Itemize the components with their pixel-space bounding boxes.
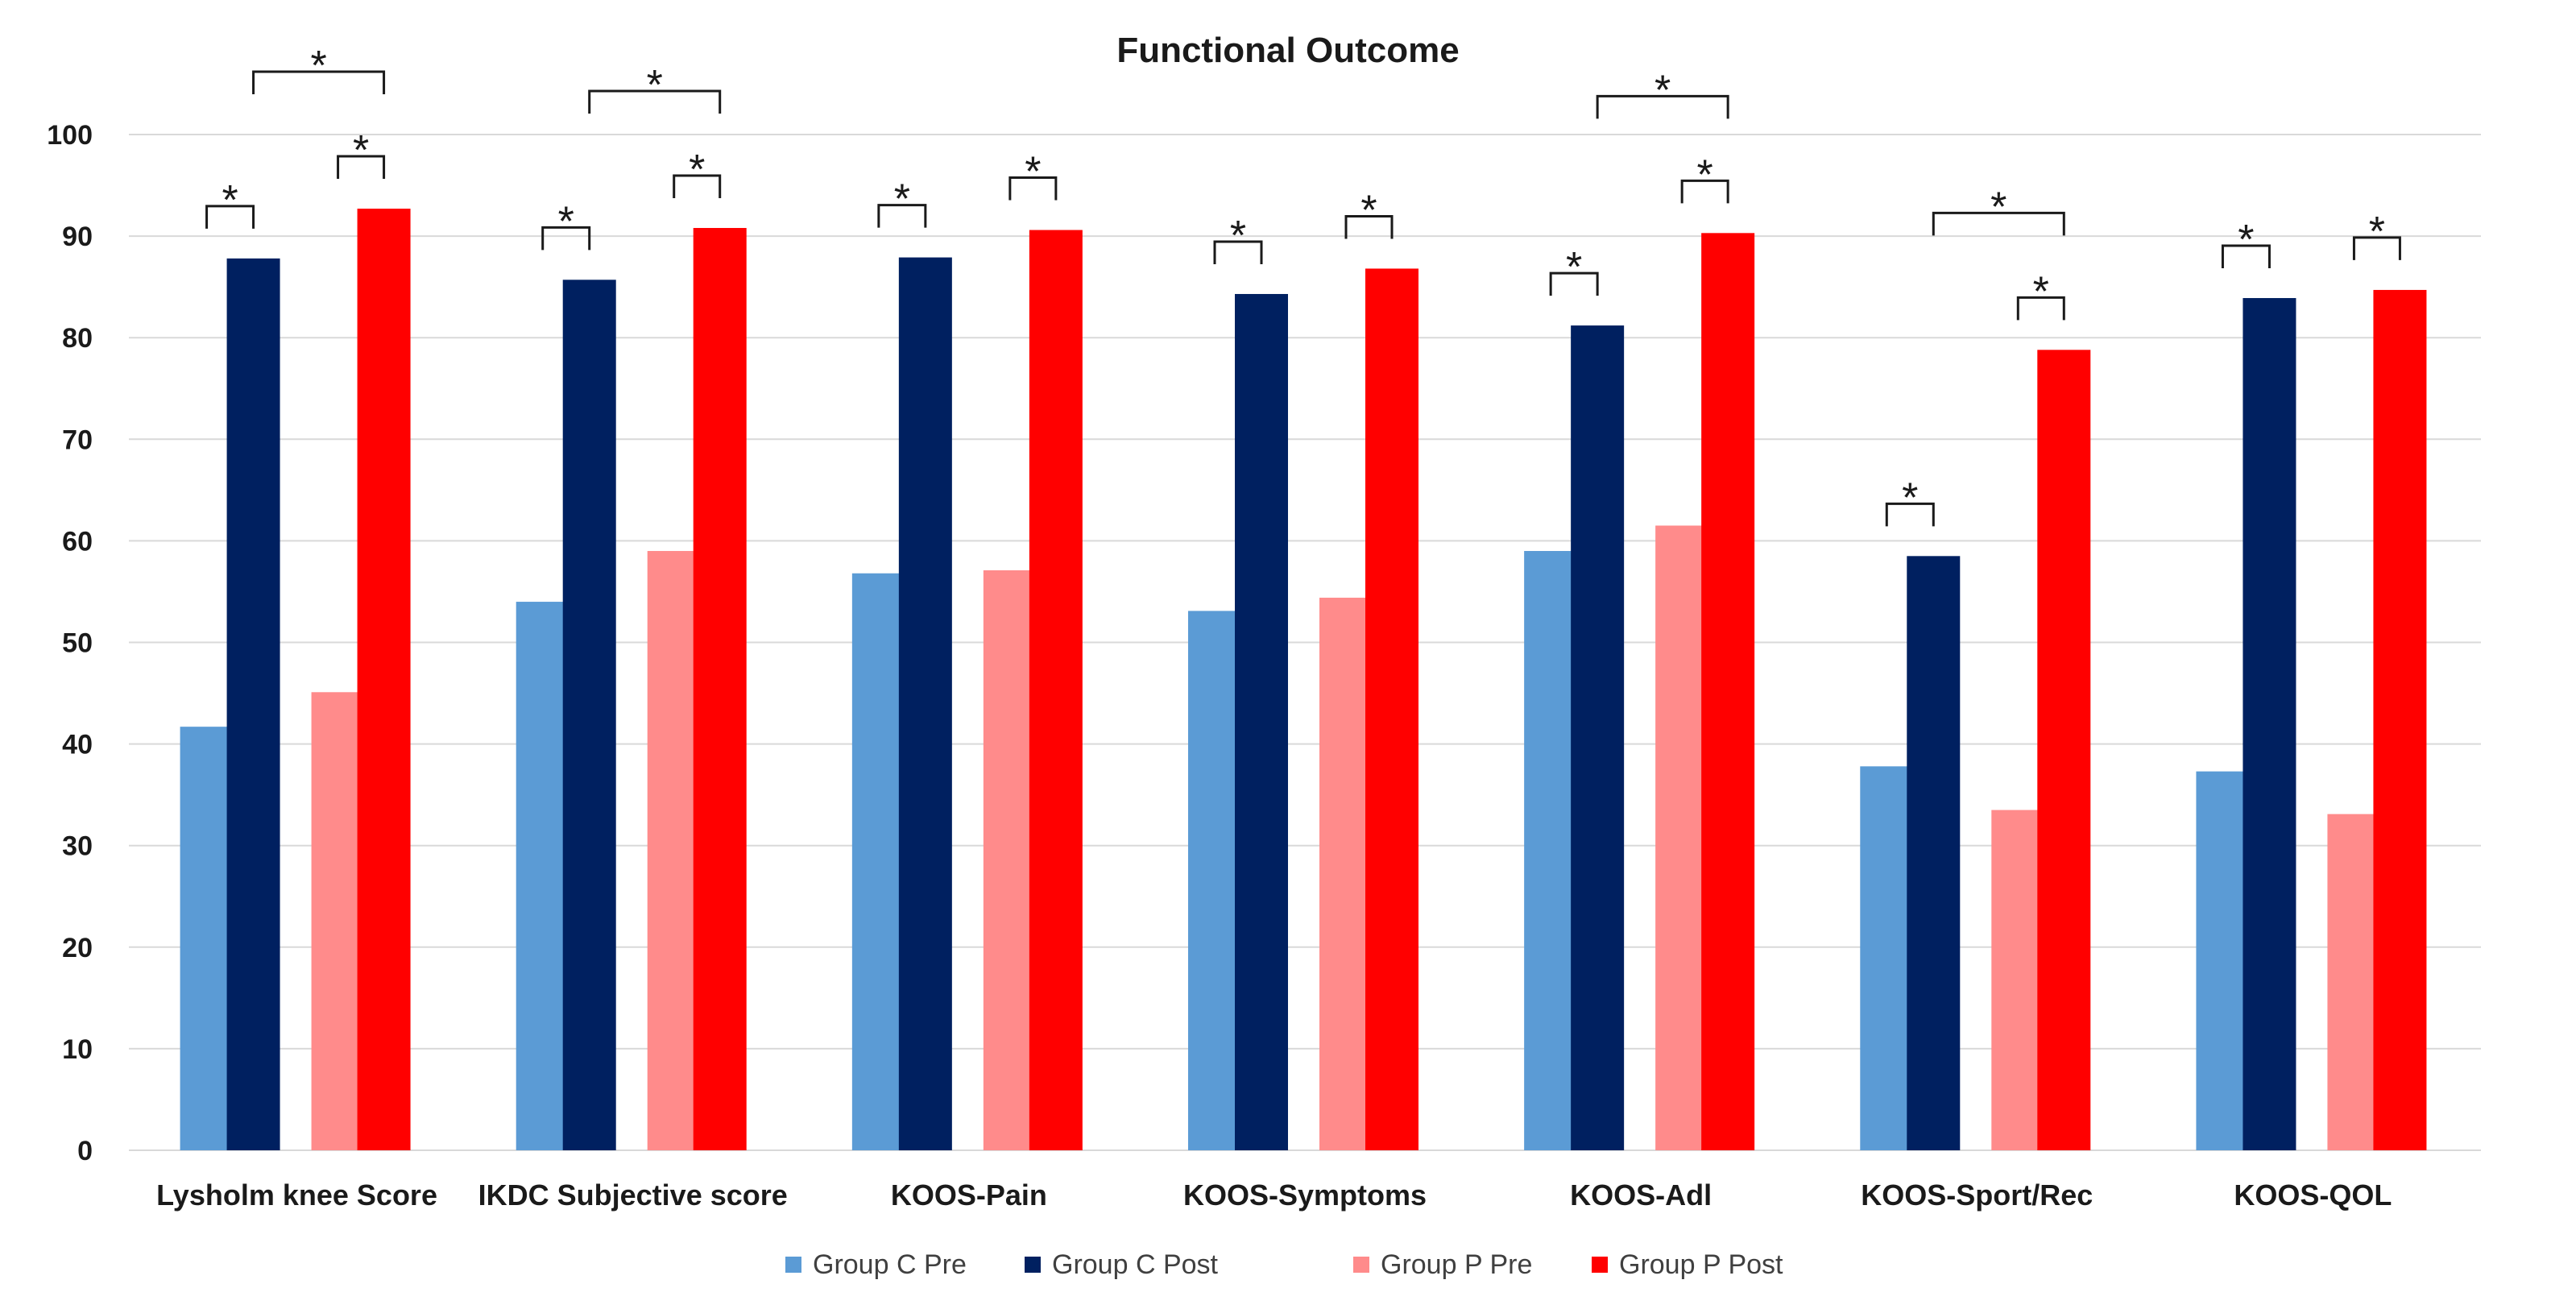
significance-bracket [2352, 236, 2401, 260]
y-tick-label: 100 [47, 120, 93, 151]
x-tick-label: KOOS-Symptoms [1183, 1178, 1427, 1212]
legend-swatch [1025, 1257, 1041, 1273]
y-tick-label: 30 [62, 831, 93, 862]
x-tick-label: IKDC Subjective score [478, 1178, 788, 1212]
bar [2373, 289, 2427, 1151]
significance-marker: * [1697, 151, 1713, 198]
bar [1524, 551, 1578, 1150]
bar [562, 280, 616, 1150]
significance-bracket [1008, 176, 1058, 201]
y-tick-label: 40 [62, 730, 93, 760]
significance-bracket [1344, 214, 1394, 239]
legend-swatch [1353, 1257, 1369, 1273]
significance-bracket [337, 155, 386, 180]
significance-bracket [588, 89, 722, 114]
significance-marker: * [2033, 268, 2049, 315]
bar [180, 727, 234, 1150]
significance-marker: * [310, 43, 326, 89]
bar [647, 551, 701, 1150]
bar [1655, 525, 1709, 1150]
significance-bracket [1680, 179, 1729, 204]
significance-marker: * [353, 127, 369, 174]
bar [1701, 233, 1755, 1150]
bar [983, 570, 1037, 1150]
bar [1188, 611, 1241, 1150]
significance-marker: * [1990, 184, 2007, 230]
significance-marker: * [1902, 474, 1918, 521]
legend-label: Group C Pre [813, 1249, 967, 1280]
legend-item-group-c-pre: Group C Pre [785, 1241, 967, 1289]
legend-item-group-c-post: Group C Post [1025, 1241, 1218, 1289]
legend-label: Group C Post [1052, 1249, 1218, 1280]
x-tick-label: Lysholm knee Score [156, 1178, 437, 1212]
bar [1571, 325, 1625, 1150]
y-tick-label: 0 [77, 1136, 93, 1166]
significance-bracket [673, 174, 722, 199]
legend: Group C Pre Group C Post Group P Pre Gro… [0, 1241, 2576, 1289]
bar [2037, 350, 2091, 1150]
bar [226, 258, 280, 1150]
significance-marker: * [1566, 244, 1582, 291]
bar [693, 228, 747, 1151]
significance-marker: * [2238, 217, 2254, 263]
significance-bracket [2221, 244, 2271, 269]
significance-marker: * [1230, 213, 1246, 259]
significance-marker: * [2369, 209, 2385, 255]
significance-marker: * [647, 62, 663, 109]
x-tick-label: KOOS-Sport/Rec [1861, 1178, 2093, 1212]
significance-marker: * [1655, 67, 1671, 114]
significance-bracket [541, 226, 591, 251]
x-tick-label: KOOS-Pain [891, 1178, 1047, 1212]
significance-bracket [1596, 94, 1729, 119]
legend-item-group-p-pre: Group P Pre [1353, 1241, 1532, 1289]
y-tick-label: 70 [62, 425, 93, 455]
significance-bracket [205, 205, 255, 229]
bar [1991, 810, 2045, 1150]
significance-bracket [877, 204, 927, 228]
legend-swatch [785, 1257, 801, 1273]
bar [1319, 598, 1373, 1150]
bar [516, 602, 569, 1150]
x-tick-label: KOOS-Adl [1570, 1178, 1712, 1212]
bar [2327, 814, 2381, 1150]
y-tick-label: 20 [62, 933, 93, 963]
legend-label: Group P Pre [1381, 1249, 1533, 1280]
y-tick-label: 90 [62, 222, 93, 252]
bar [311, 692, 365, 1150]
bar [2196, 771, 2250, 1150]
x-tick-label: KOOS-QOL [2234, 1178, 2392, 1212]
bar [851, 573, 905, 1150]
y-tick-label: 60 [62, 526, 93, 557]
bar [1235, 293, 1288, 1150]
bar [357, 209, 411, 1151]
significance-marker: * [1360, 187, 1377, 234]
legend-label: Group P Post [1619, 1249, 1783, 1280]
legend-swatch [1592, 1257, 1608, 1273]
bar [1907, 556, 1961, 1150]
bar [1860, 766, 1914, 1150]
y-tick-label: 50 [62, 628, 93, 659]
bar [2243, 298, 2296, 1150]
significance-bracket [2016, 296, 2065, 321]
significance-marker: * [894, 176, 910, 223]
chart-title: Functional Outcome [1116, 31, 1460, 70]
significance-marker: * [1025, 149, 1041, 196]
significance-bracket [1932, 211, 2065, 236]
y-tick-label: 80 [62, 323, 93, 354]
significance-bracket [252, 70, 386, 95]
significance-marker: * [558, 198, 574, 245]
bar [898, 257, 952, 1150]
significance-marker: * [222, 177, 238, 224]
bar [1365, 268, 1418, 1150]
significance-bracket [1549, 271, 1599, 296]
bar [1029, 230, 1083, 1151]
significance-bracket [1885, 502, 1935, 527]
legend-item-group-p-post: Group P Post [1592, 1241, 1783, 1289]
significance-bracket [1213, 240, 1263, 264]
y-tick-label: 10 [62, 1034, 93, 1065]
significance-marker: * [689, 147, 705, 193]
